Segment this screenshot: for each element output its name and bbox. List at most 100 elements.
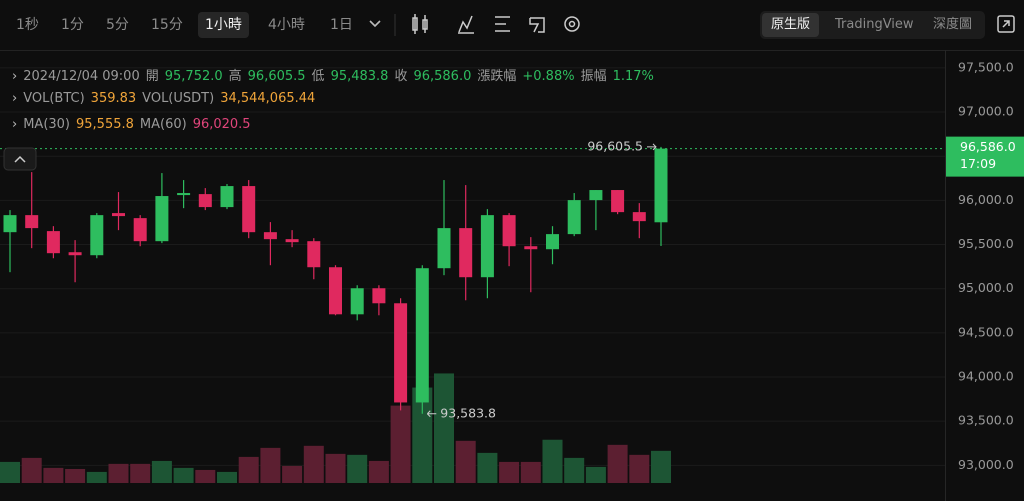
- volume-bar: [412, 387, 433, 483]
- y-tick-label: 97,000.0: [958, 104, 1014, 119]
- interval-tab[interactable]: 1分: [61, 17, 84, 33]
- legend-value: 96,605.5: [247, 69, 306, 84]
- volume-bar: [282, 465, 303, 483]
- volume-bar: [130, 463, 151, 483]
- dropdown-icon[interactable]: [369, 20, 381, 28]
- candle-body: [220, 186, 234, 208]
- volume-bar: [542, 439, 563, 483]
- candle-body: [524, 246, 538, 250]
- view-tab[interactable]: TradingView: [835, 17, 914, 32]
- candle-body: [654, 148, 668, 223]
- volume-bar: [108, 463, 129, 483]
- view-switch: 原生版 TradingView 深度圖: [760, 11, 985, 39]
- y-tick-label: 97,500.0: [958, 59, 1014, 74]
- candle-body: [459, 228, 473, 278]
- price-chart: 93,000.0 93,500.0 94,000.0 94,500.0 95,000.0…: [0, 50, 1024, 501]
- interval-tab[interactable]: 15分: [151, 17, 183, 33]
- candle-body: [285, 239, 299, 243]
- candle-body: [611, 190, 625, 213]
- view-tab[interactable]: 深度圖: [933, 17, 973, 32]
- candle-body: [589, 190, 603, 201]
- toolbar: 1秒 1分 5分 15分 1小時 4小時 1日 原生版 TradingView 深度圖: [0, 0, 1024, 51]
- volume-legend: › VOL(BTC) 359.83 VOL(USDT) 34,544,065.44: [12, 91, 316, 106]
- high-marker-arrow: [647, 143, 657, 151]
- volume-bar: [238, 456, 259, 483]
- candle-body: [415, 268, 429, 403]
- indicator-icon[interactable]: [458, 15, 474, 34]
- volume-bar: [195, 469, 216, 483]
- candle-body: [437, 228, 451, 269]
- candle-body: [567, 200, 581, 235]
- candle-body: [46, 231, 60, 254]
- volume-bar: [585, 466, 606, 483]
- settings-list-icon[interactable]: [495, 16, 510, 32]
- legend-label: MA(60): [139, 117, 187, 132]
- view-tab[interactable]: 原生版: [762, 13, 820, 37]
- legend-value: 95,752.0: [164, 69, 223, 84]
- collapse-button[interactable]: [3, 147, 37, 171]
- low-marker-arrow: [426, 410, 437, 418]
- legend-value: 95,555.8: [76, 117, 134, 132]
- ma-legend: › MA(30) 95,555.8 MA(60) 96,020.5: [12, 117, 251, 132]
- candle-body: [632, 212, 646, 222]
- volume-bar: [629, 454, 650, 483]
- interval-tab[interactable]: 4小時: [268, 17, 305, 33]
- volume-bar: [86, 471, 107, 483]
- candle-body: [372, 288, 386, 304]
- interval-tab[interactable]: 5分: [106, 17, 129, 33]
- volume-bar: [151, 460, 172, 483]
- volume-bar: [390, 405, 411, 483]
- candle-body: [307, 241, 321, 268]
- y-tick-label: 95,000.0: [958, 280, 1014, 295]
- settings-icon[interactable]: [564, 16, 580, 32]
- volume-bar: [347, 454, 368, 483]
- ohlc-legend: › 2024/12/04 09:00 開 95,752.0 高 96,605.5 低 95,4…: [12, 69, 654, 84]
- candle-body: [112, 213, 125, 217]
- candle-body: [329, 267, 342, 315]
- volume-bar: [651, 450, 671, 483]
- last-price-tag: [946, 136, 1024, 177]
- volume-bar: [455, 440, 476, 483]
- legend-value: 95,483.8: [330, 69, 389, 84]
- high-marker-label: 96,605.5: [587, 138, 643, 153]
- candle-type-icon[interactable]: [412, 14, 428, 34]
- interval-tab[interactable]: 1小時: [198, 12, 249, 38]
- candle-body: [502, 215, 516, 247]
- interval-tab[interactable]: 1秒: [16, 17, 39, 33]
- y-tick-label: 93,000.0: [958, 457, 1014, 472]
- interval-tab[interactable]: 1日: [330, 17, 353, 33]
- legend-label: 振幅: [580, 69, 607, 84]
- candle-body: [350, 288, 364, 315]
- candle-body: [480, 215, 494, 278]
- candle-body: [394, 303, 408, 403]
- candle-body: [546, 234, 559, 250]
- legend-time: 2024/12/04 09:00: [23, 69, 140, 84]
- candle-body: [90, 215, 104, 256]
- last-price-label: 96,586.0: [960, 139, 1016, 154]
- legend-label: 漲跌幅: [477, 69, 517, 84]
- legend-value: 359.83: [90, 91, 137, 106]
- candle-body: [155, 196, 169, 242]
- fullscreen-icon[interactable]: [997, 15, 1015, 33]
- volume-bar: [477, 452, 498, 483]
- legend-label: 收: [394, 69, 408, 84]
- legend-label: 高: [228, 69, 242, 84]
- y-tick-label: 93,500.0: [958, 413, 1014, 428]
- y-tick-label: 94,500.0: [958, 324, 1014, 339]
- legend-value: 1.17%: [612, 69, 654, 84]
- legend-label: MA(30): [23, 117, 70, 132]
- legend-label: VOL(USDT): [142, 91, 215, 106]
- candle-body: [177, 193, 191, 196]
- volume-bar: [260, 447, 281, 483]
- legend-value: 96,020.5: [192, 117, 251, 132]
- legend-value: 34,544,065.44: [220, 91, 316, 106]
- draw-icon[interactable]: [529, 17, 545, 33]
- y-tick-label: 95,500.0: [958, 236, 1014, 251]
- y-tick-label: 94,000.0: [958, 369, 1014, 384]
- legend-label: 開: [145, 69, 159, 84]
- volume-bar: [21, 457, 42, 483]
- volume-bar: [0, 461, 20, 483]
- candle-body: [68, 252, 82, 256]
- countdown-label: 17:09: [960, 156, 996, 171]
